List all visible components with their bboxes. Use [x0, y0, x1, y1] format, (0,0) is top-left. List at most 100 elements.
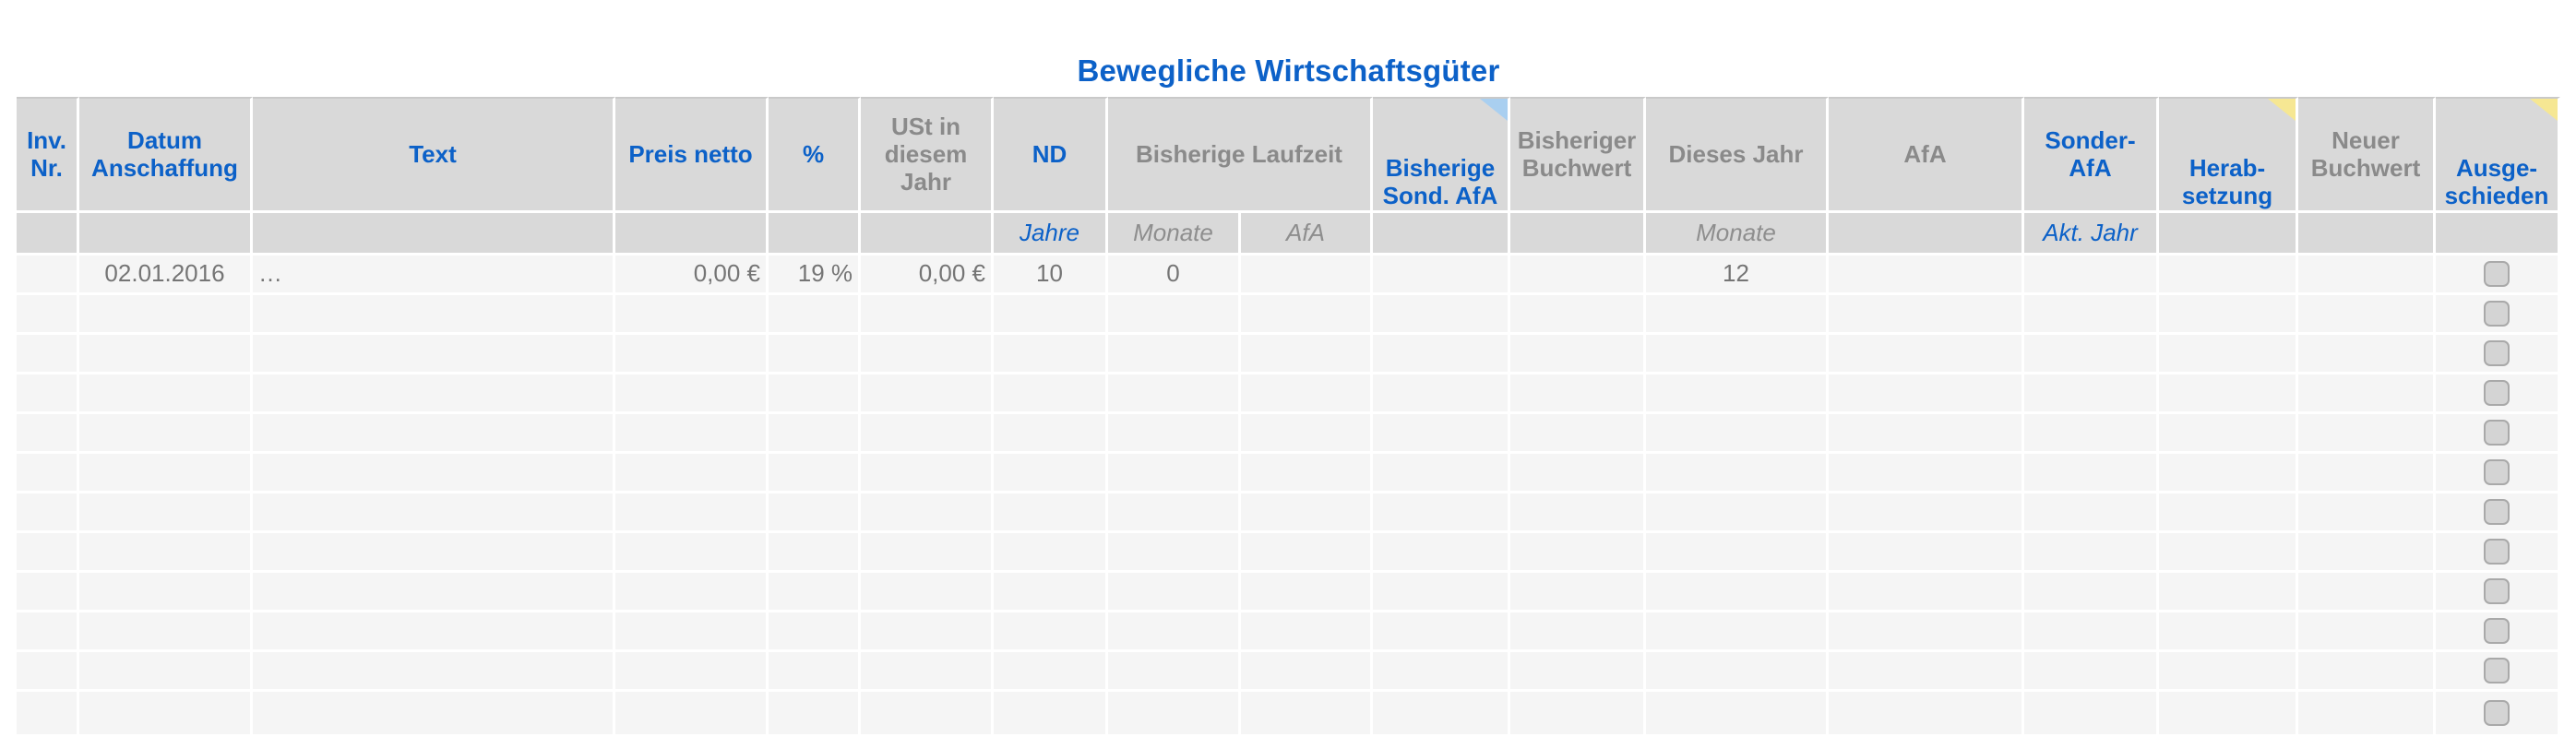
- cell-nd[interactable]: [994, 294, 1108, 335]
- cell-dieses_jahr[interactable]: [1646, 294, 1829, 335]
- cell-laufzeit_afa[interactable]: [1241, 294, 1373, 335]
- column-header-sonder-afa[interactable]: Sonder- AfA: [2024, 97, 2159, 213]
- cell-laufzeit_monate[interactable]: [1108, 612, 1241, 652]
- cell-neuer_buchwert[interactable]: [2298, 334, 2436, 374]
- cell-dieses_jahr[interactable]: [1646, 453, 1829, 493]
- cell-bisherige_sond_afa[interactable]: [1373, 572, 1510, 612]
- cell-ust[interactable]: [861, 493, 994, 533]
- cell-preis_netto[interactable]: [615, 691, 769, 737]
- cell-afa[interactable]: [1829, 691, 2024, 737]
- cell-text[interactable]: [253, 651, 615, 692]
- cell-prozent[interactable]: [769, 691, 861, 737]
- cell-neuer_buchwert[interactable]: [2298, 691, 2436, 737]
- cell-herabsetzung[interactable]: [2159, 651, 2298, 692]
- cell-ausgeschieden[interactable]: [2436, 532, 2560, 573]
- cell-bisherige_sond_afa[interactable]: [1373, 493, 1510, 533]
- ausgeschieden-checkbox[interactable]: [2484, 617, 2510, 644]
- cell-afa[interactable]: [1829, 413, 2024, 454]
- cell-ausgeschieden[interactable]: [2436, 255, 2560, 295]
- cell-inv_nr[interactable]: [17, 572, 79, 612]
- cell-bisherige_sond_afa[interactable]: [1373, 691, 1510, 737]
- column-header-prozent[interactable]: %: [769, 97, 861, 213]
- cell-nd[interactable]: [994, 493, 1108, 533]
- column-header-text[interactable]: Text: [253, 97, 615, 213]
- cell-ausgeschieden[interactable]: [2436, 294, 2560, 335]
- cell-datum[interactable]: [79, 532, 253, 573]
- cell-ust[interactable]: [861, 334, 994, 374]
- cell-herabsetzung[interactable]: [2159, 572, 2298, 612]
- cell-sonder_afa[interactable]: [2024, 572, 2159, 612]
- cell-neuer_buchwert[interactable]: [2298, 413, 2436, 454]
- cell-bisherige_sond_afa[interactable]: [1373, 413, 1510, 454]
- cell-sonder_afa[interactable]: [2024, 532, 2159, 573]
- cell-ust[interactable]: [861, 294, 994, 335]
- cell-afa[interactable]: [1829, 651, 2024, 692]
- cell-bisherige_sond_afa[interactable]: [1373, 453, 1510, 493]
- cell-laufzeit_monate[interactable]: [1108, 413, 1241, 454]
- cell-nd[interactable]: [994, 572, 1108, 612]
- cell-afa[interactable]: [1829, 572, 2024, 612]
- cell-preis_netto[interactable]: [615, 612, 769, 652]
- cell-bisheriger_buchwert[interactable]: [1510, 255, 1646, 295]
- cell-inv_nr[interactable]: [17, 651, 79, 692]
- cell-ust[interactable]: [861, 612, 994, 652]
- cell-herabsetzung[interactable]: [2159, 255, 2298, 295]
- cell-afa[interactable]: [1829, 334, 2024, 374]
- cell-neuer_buchwert[interactable]: [2298, 493, 2436, 533]
- cell-prozent[interactable]: [769, 493, 861, 533]
- cell-laufzeit_monate[interactable]: 0: [1108, 255, 1241, 295]
- cell-preis_netto[interactable]: [615, 413, 769, 454]
- cell-datum[interactable]: [79, 374, 253, 414]
- cell-dieses_jahr[interactable]: [1646, 493, 1829, 533]
- ausgeschieden-checkbox[interactable]: [2484, 657, 2510, 684]
- cell-ausgeschieden[interactable]: [2436, 413, 2560, 454]
- ausgeschieden-checkbox[interactable]: [2484, 498, 2510, 525]
- cell-bisherige_sond_afa[interactable]: [1373, 612, 1510, 652]
- cell-laufzeit_afa[interactable]: [1241, 453, 1373, 493]
- cell-sonder_afa[interactable]: [2024, 453, 2159, 493]
- cell-prozent[interactable]: [769, 572, 861, 612]
- cell-preis_netto[interactable]: [615, 532, 769, 573]
- cell-neuer_buchwert[interactable]: [2298, 572, 2436, 612]
- column-header-afa[interactable]: AfA: [1829, 97, 2024, 213]
- column-header-bisheriger-buchwert[interactable]: Bisheriger Buchwert: [1510, 97, 1646, 213]
- ausgeschieden-checkbox[interactable]: [2484, 538, 2510, 565]
- column-header-dieses-jahr[interactable]: Dieses Jahr: [1646, 97, 1829, 213]
- subheader-cell[interactable]: [1373, 212, 1510, 256]
- cell-text[interactable]: [253, 493, 615, 533]
- ausgeschieden-checkbox[interactable]: [2484, 260, 2510, 287]
- cell-neuer_buchwert[interactable]: [2298, 294, 2436, 335]
- subheader-cell[interactable]: [2298, 212, 2436, 256]
- cell-datum[interactable]: [79, 691, 253, 737]
- cell-neuer_buchwert[interactable]: [2298, 612, 2436, 652]
- cell-laufzeit_afa[interactable]: [1241, 374, 1373, 414]
- ausgeschieden-checkbox[interactable]: [2484, 458, 2510, 485]
- cell-text[interactable]: [253, 453, 615, 493]
- cell-ausgeschieden[interactable]: [2436, 374, 2560, 414]
- cell-bisheriger_buchwert[interactable]: [1510, 294, 1646, 335]
- cell-text[interactable]: [253, 532, 615, 573]
- cell-ust[interactable]: [861, 532, 994, 573]
- cell-preis_netto[interactable]: [615, 374, 769, 414]
- cell-afa[interactable]: [1829, 493, 2024, 533]
- cell-bisheriger_buchwert[interactable]: [1510, 612, 1646, 652]
- column-header-preis-netto[interactable]: Preis netto: [615, 97, 769, 213]
- cell-bisheriger_buchwert[interactable]: [1510, 453, 1646, 493]
- cell-preis_netto[interactable]: [615, 453, 769, 493]
- cell-sonder_afa[interactable]: [2024, 255, 2159, 295]
- cell-afa[interactable]: [1829, 255, 2024, 295]
- cell-ausgeschieden[interactable]: [2436, 453, 2560, 493]
- cell-ausgeschieden[interactable]: [2436, 572, 2560, 612]
- cell-ust[interactable]: [861, 651, 994, 692]
- cell-prozent[interactable]: [769, 374, 861, 414]
- cell-prozent[interactable]: [769, 651, 861, 692]
- cell-dieses_jahr[interactable]: [1646, 572, 1829, 612]
- ausgeschieden-checkbox[interactable]: [2484, 379, 2510, 406]
- cell-ust[interactable]: [861, 572, 994, 612]
- cell-prozent[interactable]: [769, 453, 861, 493]
- cell-dieses_jahr[interactable]: [1646, 612, 1829, 652]
- cell-prozent[interactable]: [769, 413, 861, 454]
- cell-preis_netto[interactable]: [615, 493, 769, 533]
- subheader-cell[interactable]: [17, 212, 79, 256]
- cell-dieses_jahr[interactable]: [1646, 532, 1829, 573]
